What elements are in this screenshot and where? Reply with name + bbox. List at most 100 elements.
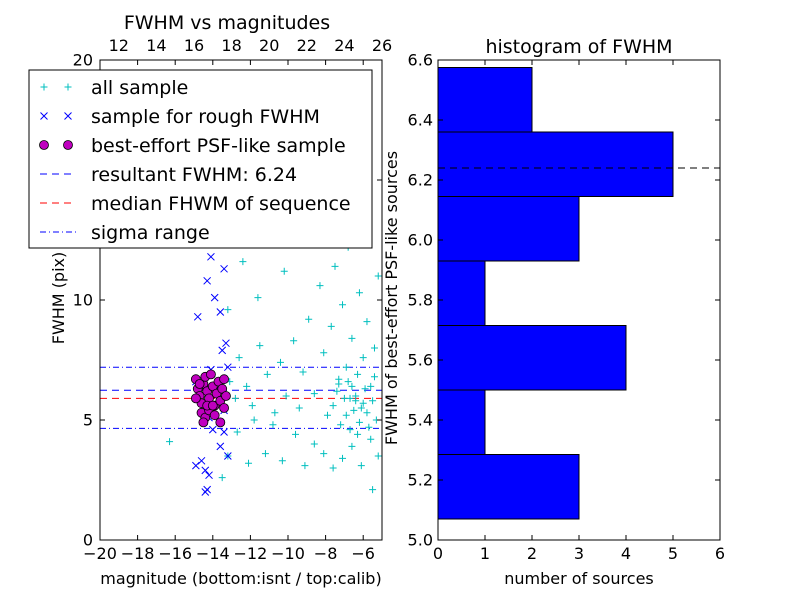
scatter-point-0: [359, 354, 367, 362]
scatter-point-0: [248, 402, 256, 410]
legend-handles: [39, 83, 76, 233]
legend-label-sigma-range: sigma range: [91, 222, 210, 244]
scatter-top-axis: 12 14 16 18 20 22 24 26: [109, 36, 393, 55]
scatter-x-tick-label: −6: [351, 544, 375, 563]
scatter-point-0: [344, 378, 352, 386]
scatter-point-1: [223, 363, 232, 372]
legend-handle-0: [40, 83, 48, 91]
histogram-x-tick-label: 2: [527, 544, 537, 563]
scatter-point-0: [166, 438, 174, 446]
scatter-point-2: [190, 393, 201, 404]
scatter-point-0: [254, 294, 262, 302]
scatter-point-1: [201, 488, 210, 496]
scatter-point-1: [192, 461, 200, 470]
histogram-x-tick-label: 0: [433, 544, 443, 563]
scatter-point-0: [370, 344, 378, 352]
histogram-x-tick-label: 3: [574, 544, 584, 563]
histogram-bar: [437, 454, 580, 520]
scatter-point-0: [310, 440, 318, 448]
scatter-top-tick-label: 12: [109, 36, 129, 55]
histogram-y-axis: 5.0 5.2 5.4 5.6 5.8 6.0 6.2 6.4 6.6: [408, 51, 720, 550]
scatter-point-2: [206, 369, 216, 380]
scatter-x-tick-label: −12: [234, 544, 268, 563]
scatter-title: FWHM vs magnitudes: [124, 12, 330, 34]
histogram-bar: [437, 389, 486, 455]
scatter-x-tick-label: −10: [271, 544, 305, 563]
scatter-point-1: [218, 346, 227, 355]
scatter-point-1: [203, 276, 212, 285]
scatter-point-0: [305, 315, 313, 323]
scatter-point-0: [329, 464, 337, 472]
scatter-points: [166, 176, 382, 496]
histogram-bars: [437, 67, 674, 520]
histogram-bar: [437, 67, 533, 133]
scatter-point-0: [370, 373, 378, 381]
scatter-point-0: [367, 382, 375, 390]
scatter-point-1: [216, 442, 225, 451]
scatter-top-tick-label: 26: [372, 36, 392, 55]
legend-handle-1: [64, 112, 72, 120]
scatter-point-0: [333, 387, 341, 395]
scatter-x-label: magnitude (bottom:isnt / top:calib): [100, 569, 381, 588]
histogram-bar: [437, 196, 580, 262]
scatter-point-2: [221, 391, 231, 401]
scatter-y-label: FWHM (pix): [49, 252, 68, 345]
scatter-point-1: [205, 471, 213, 480]
scatter-point-0: [239, 258, 247, 266]
scatter-point-0: [250, 416, 258, 424]
legend-label-psf-sample: best-effort PSF-like sample: [91, 135, 346, 157]
scatter-point-0: [320, 450, 328, 458]
histogram-y-tick-label: 5.0: [408, 531, 433, 550]
scatter-point-0: [348, 442, 356, 450]
scatter-point-0: [352, 392, 360, 400]
histogram-bar: [437, 325, 627, 391]
scatter-reference-lines: [100, 366, 382, 429]
scatter-point-1: [193, 312, 202, 321]
scatter-point-0: [374, 452, 382, 460]
histogram-y-tick-label: 5.2: [408, 471, 433, 490]
scatter-point-0: [256, 342, 264, 350]
scatter-point-0: [357, 462, 365, 470]
scatter-point-0: [243, 382, 251, 390]
scatter-point-0: [278, 457, 286, 465]
scatter-point-1: [223, 452, 232, 460]
scatter-point-0: [245, 459, 253, 467]
scatter-point-0: [224, 306, 232, 314]
scatter-point-0: [369, 397, 377, 405]
histogram-y-tick-label: 6.4: [408, 111, 433, 130]
histogram-y-label: FWHM of best-effort PSF-like sources: [382, 151, 401, 445]
scatter-top-tick-label: 20: [259, 36, 279, 55]
histogram-x-tick-label: 5: [668, 544, 678, 563]
scatter-x-tick-label: −16: [158, 544, 192, 563]
scatter-point-0: [355, 289, 363, 297]
histogram-x-tick-label: 4: [621, 544, 631, 563]
scatter-point-1: [207, 252, 215, 261]
histogram-y-tick-label: 6.0: [408, 231, 433, 250]
scatter-point-2: [198, 417, 209, 428]
scatter-point-0: [346, 394, 354, 402]
scatter-y-tick-label: 20: [73, 51, 93, 70]
scatter-point-0: [354, 430, 362, 438]
scatter-point-0: [359, 399, 367, 407]
scatter-point-0: [271, 409, 279, 417]
scatter-point-1: [220, 264, 228, 273]
scatter-point-0: [365, 423, 373, 431]
scatter-point-2: [219, 374, 229, 385]
histogram-y-tick-label: 5.6: [408, 351, 433, 370]
scatter-point-0: [339, 301, 347, 309]
legend-handle-0: [64, 83, 72, 91]
legend-label-rough-sample: sample for rough FWHM: [91, 106, 320, 128]
scatter-point-1: [208, 425, 217, 434]
histogram-y-tick-label: 5.8: [408, 291, 433, 310]
scatter-point-0: [339, 454, 347, 462]
histogram-x-label: number of sources: [504, 569, 654, 588]
scatter-point-0: [316, 282, 324, 290]
scatter-point-0: [348, 334, 356, 342]
scatter-y-tick-label: 5: [83, 411, 93, 430]
scatter-point-0: [276, 358, 284, 366]
scatter-point-2: [194, 379, 205, 389]
scatter-point-1: [216, 308, 225, 316]
scatter-x-tick-label: −18: [121, 544, 155, 563]
scatter-point-1: [210, 293, 219, 302]
scatter-point-0: [369, 486, 377, 494]
